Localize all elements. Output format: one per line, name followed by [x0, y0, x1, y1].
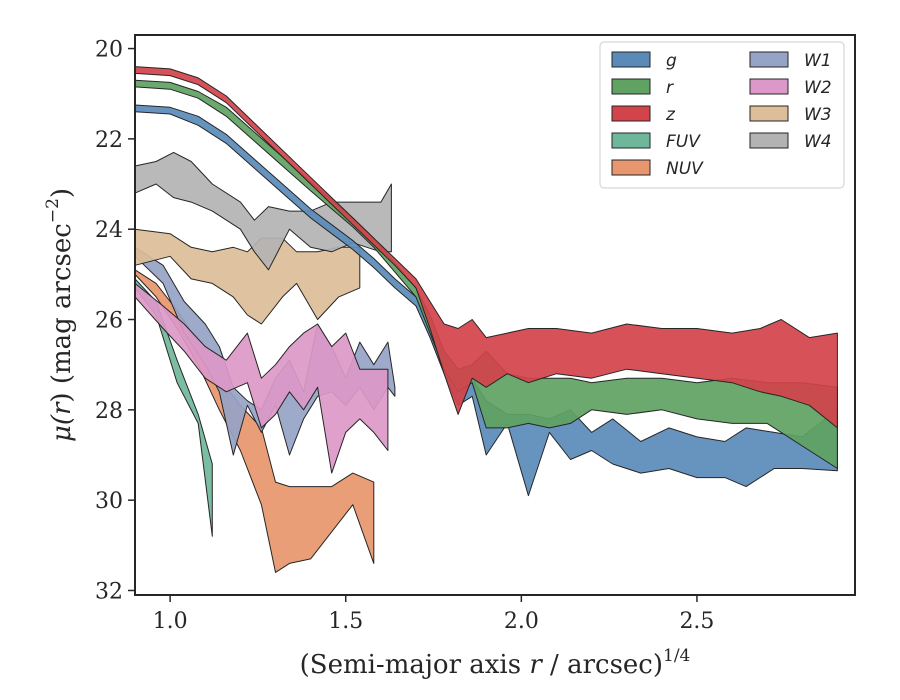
x-tick-label: 1.5: [328, 609, 363, 634]
legend-label-z: z: [665, 105, 676, 125]
legend-label-w4: W4: [804, 132, 832, 152]
band-w4: [134, 151, 392, 271]
legend-label-nuv: NUV: [666, 159, 704, 179]
legend-swatch-fuv: [611, 132, 651, 149]
x-tick-label: 2.0: [504, 609, 539, 634]
y-tick-label: 30: [95, 489, 123, 514]
legend-swatch-w3: [749, 105, 789, 122]
x-axis-label: (Semi-major axis r / arcsec)1/4: [300, 646, 691, 680]
y-axis-ticks: 20 22 24 26 28 30 32: [95, 38, 135, 604]
x-tick-label: 2.5: [679, 609, 714, 634]
legend-swatch-w4: [749, 132, 789, 149]
band-z: [134, 66, 838, 429]
legend-swatch-r: [611, 78, 651, 95]
y-tick-label: 22: [95, 128, 123, 153]
x-tick-label: 1.0: [153, 609, 188, 634]
y-tick-label: 28: [95, 399, 123, 424]
y-tick-label: 32: [95, 579, 123, 604]
legend-label-r: r: [666, 78, 674, 98]
legend-swatch-w2: [749, 78, 789, 95]
data-bands: [134, 66, 838, 573]
x-axis-ticks: 1.0 1.5 2.0 2.5: [153, 595, 714, 634]
legend-label-fuv: FUV: [666, 132, 701, 152]
band-w2: [134, 282, 389, 474]
legend-swatch-z: [611, 105, 651, 122]
band-w3: [134, 228, 361, 325]
y-tick-label: 20: [95, 38, 123, 63]
y-tick-label: 26: [95, 309, 123, 334]
legend-swatch-nuv: [611, 159, 651, 176]
y-axis-label: μ(r) (mag arcsec−2): [43, 188, 77, 442]
legend-swatch-w1: [749, 51, 789, 68]
legend: grz FUV NUV W1 W2 W3 W4: [599, 41, 845, 189]
legend-label-w2: W2: [804, 78, 832, 98]
y-tick-label: 24: [95, 218, 123, 243]
plot-frame: [134, 34, 856, 596]
legend-label-w3: W3: [804, 105, 832, 125]
legend-label-w1: W1: [804, 51, 832, 71]
legend-label-g: g: [666, 51, 677, 71]
legend-swatch-g: [611, 51, 651, 68]
